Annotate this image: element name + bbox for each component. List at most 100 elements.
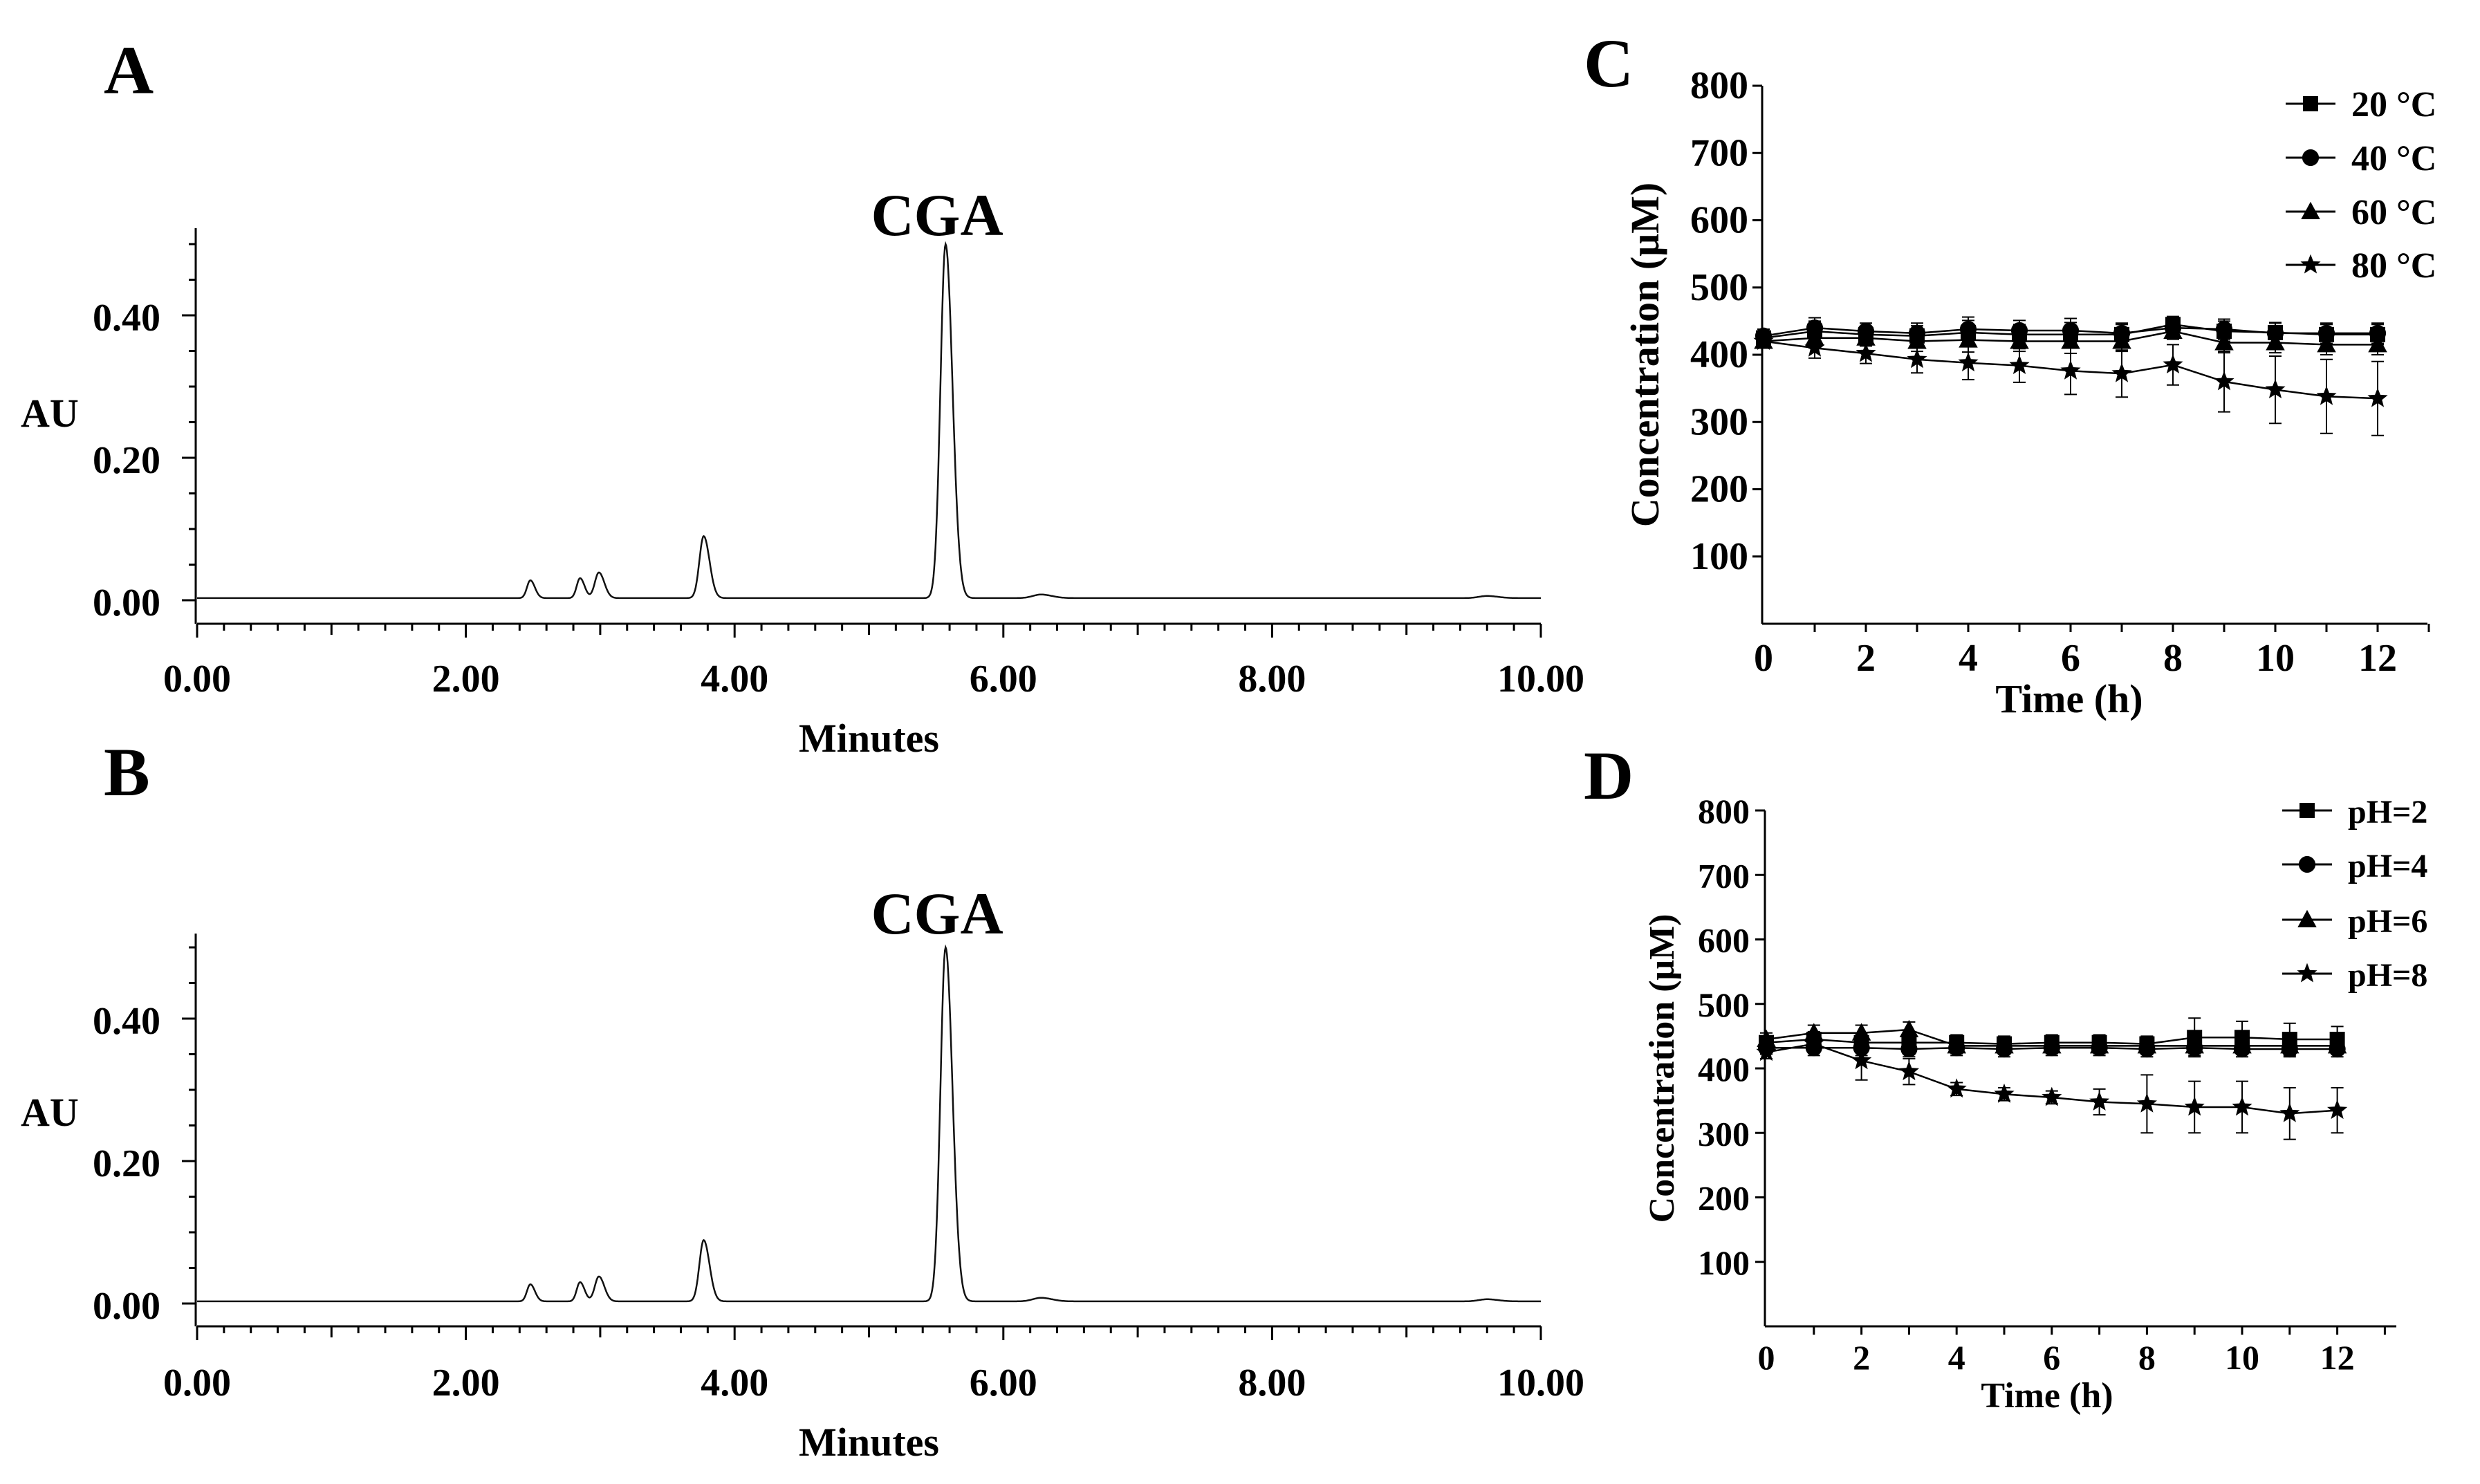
marker-star [2089,1091,2110,1111]
marker-star [1753,331,1774,350]
marker-triangle [1856,328,1876,346]
marker-star [1804,337,1825,357]
x-tick-label: 6.00 [970,658,1037,701]
marker-star [2009,355,2030,374]
marker-circle [2215,320,2233,338]
y-tick-label: 0.00 [93,1285,160,1328]
marker-triangle [1805,328,1824,346]
marker-star [2279,1102,2300,1122]
marker-triangle [2185,1036,2204,1054]
legend-label: 80 °C [2351,246,2436,286]
peak-annotation: CGA [871,880,1003,947]
chromatogram-trace [197,944,1541,1303]
marker-circle [2317,324,2335,342]
marker-square [2299,803,2315,818]
marker-star [2367,387,2388,407]
y-axis-title: AU [21,1090,79,1135]
x-tick-label: 10 [2225,1338,2259,1377]
marker-square [2303,96,2318,111]
marker-triangle [2214,333,2234,351]
y-tick-label: 400 [1690,333,1748,376]
y-axis-title: Concentration (μM) [1622,183,1667,527]
panel-letter: B [104,734,150,810]
x-axis-title: Time (h) [1981,1376,2113,1416]
legend-label: pH=6 [2348,903,2427,940]
marker-circle [1900,1040,1918,1058]
y-axis-title: Concentration (μM) [1642,914,1682,1223]
marker-triangle [1959,330,1978,348]
marker-triangle [2280,1036,2299,1054]
marker-star [1851,1050,1872,1070]
y-tick-label: 100 [1698,1243,1750,1282]
marker-circle [2298,855,2316,873]
x-tick-label: 2 [1853,1338,1870,1377]
x-axis-title: Minutes [799,716,939,761]
y-tick-label: 500 [1698,985,1750,1024]
marker-star [2136,1093,2157,1113]
y-tick-label: 0.00 [93,582,160,624]
marker-triangle [2163,321,2183,339]
legend-label: pH=4 [2348,848,2427,884]
x-tick-label: 2.00 [432,1362,500,1404]
marker-triangle [1907,331,1927,349]
marker-star [2163,354,2183,373]
marker-circle [2369,324,2387,342]
marker-triangle [1995,1036,2014,1054]
y-tick-label: 200 [1690,468,1748,511]
y-tick-label: 400 [1698,1050,1750,1088]
marker-star [1994,1083,2015,1103]
y-tick-label: 200 [1698,1179,1750,1218]
x-tick-label: 0.00 [163,658,231,701]
marker-triangle [2010,331,2029,349]
y-tick-label: 300 [1690,400,1748,443]
x-tick-label: 6 [2043,1338,2060,1377]
marker-star [2297,963,2317,983]
panel-letter: C [1584,25,1634,102]
marker-triangle [2368,335,2387,353]
y-axis-title: AU [21,391,79,436]
peak-annotation: CGA [871,182,1003,248]
stability-panel-d: D 100 200 300 400 500 600 700 800 0 2 4 6 8 10 12 Time (… [1584,737,2427,1416]
marker-star [1958,352,1979,372]
marker-triangle [1899,1019,1919,1038]
y-tick-label: 800 [1698,792,1750,831]
marker-star [2184,1096,2205,1116]
x-tick-label: 4 [1948,1338,1965,1377]
marker-star [2111,362,2132,382]
y-tick-label: 300 [1698,1114,1750,1153]
marker-star [2316,385,2337,405]
stability-panel-c: C 100 200 300 400 500 600 700 800 0 2 4 6 8 10 12 Time (… [1584,25,2436,721]
chromatogram-panel-a: A 0.00 0.20 0.40 AU 0.00 2.00 4.00 6.00 8.00 10.00… [21,32,1584,761]
x-tick-label: 6 [2061,637,2080,680]
y-tick-label: 100 [1690,535,1748,578]
marker-star [2042,1086,2062,1106]
legend-label: 20 °C [2351,85,2436,124]
legend-label: pH=2 [2348,794,2427,831]
marker-triangle [2112,331,2131,349]
marker-star [2327,1100,2348,1120]
marker-triangle [1757,1029,1776,1048]
marker-triangle [2061,331,2080,349]
y-tick-label: 0.20 [93,1142,160,1185]
x-tick-label: 0.00 [163,1362,231,1404]
marker-triangle [2137,1036,2157,1054]
marker-star [1946,1078,1967,1098]
x-tick-label: 8.00 [1238,658,1306,701]
marker-star [2300,254,2321,274]
legend-label: 40 °C [2351,139,2436,178]
marker-star [2060,360,2081,380]
x-axis-title: Minutes [799,1420,939,1465]
x-axis-title: Time (h) [1995,676,2143,721]
y-tick-label: 700 [1690,131,1748,174]
marker-star [1756,1041,1777,1061]
marker-star [1898,1061,1919,1081]
y-tick-label: 600 [1690,199,1748,242]
marker-triangle [1947,1036,1966,1054]
series-star [1756,1033,2348,1140]
series-star [1753,331,2388,436]
x-tick-label: 8 [2163,637,2183,680]
panel-letter: A [104,32,154,109]
x-tick-label: 2 [1856,637,1876,680]
x-tick-label: 4 [1959,637,1978,680]
